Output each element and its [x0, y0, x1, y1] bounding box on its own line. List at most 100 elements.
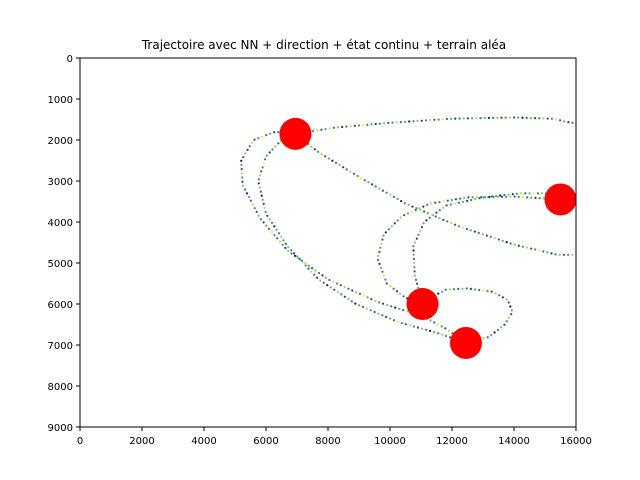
trajectory-point [507, 316, 511, 319]
trajectory-point [381, 238, 384, 241]
trajectory-point [244, 188, 247, 191]
trajectory-point [313, 273, 316, 276]
trajectory-point [422, 222, 425, 225]
trajectory-point [521, 116, 524, 119]
target-marker [544, 183, 577, 216]
trajectory-point [373, 310, 376, 314]
trajectory-point [386, 303, 389, 307]
trajectory-point [332, 280, 335, 283]
trajectory-point [384, 231, 387, 234]
trajectory-point [362, 294, 365, 297]
trajectory-point [376, 258, 380, 262]
trajectory-point [385, 282, 388, 285]
trajectory-point [484, 196, 487, 199]
trajectory-point [382, 234, 385, 237]
trajectory-point [525, 116, 528, 119]
trajectory-point [413, 266, 416, 269]
trajectory-point [282, 239, 285, 242]
trajectory-point [322, 281, 325, 284]
trajectory-point [324, 276, 327, 279]
trajectory-point [536, 192, 540, 195]
trajectory-point [433, 321, 436, 324]
trajectory-point [307, 267, 310, 270]
trajectory-point [453, 288, 456, 291]
trajectory-point [396, 197, 399, 201]
trajectory-point [331, 159, 334, 162]
trajectory-point [412, 249, 415, 252]
trajectory-point [257, 214, 260, 217]
trajectory-point [276, 237, 279, 240]
trajectory-point [489, 235, 492, 238]
trajectory-point [381, 189, 385, 192]
trajectory-point [550, 117, 554, 120]
trajectory-point [389, 285, 392, 288]
trajectory-point [417, 286, 420, 289]
trajectory-point [378, 187, 381, 190]
trajectory-point [366, 123, 369, 126]
trajectory-point [425, 328, 428, 331]
trajectory-point [317, 271, 321, 275]
trajectory-point [498, 294, 501, 297]
trajectory-point [459, 197, 462, 200]
trajectory-point [377, 254, 380, 257]
trajectory-point [429, 329, 432, 332]
target-layer [279, 117, 577, 359]
trajectory-point [374, 185, 377, 188]
trajectory-point [278, 240, 281, 243]
trajectory-point [293, 252, 296, 255]
plot-frame [79, 57, 577, 428]
x-tick-label: 10000 [374, 436, 406, 447]
trajectory-point [270, 221, 274, 224]
trajectory-point [380, 242, 383, 245]
trajectory-point [500, 195, 504, 198]
trajectory-point [567, 253, 570, 256]
trajectory-point [345, 168, 348, 171]
trajectory-point [266, 214, 269, 217]
trajectory-point [399, 121, 402, 124]
trajectory-point [413, 261, 416, 265]
trajectory-point [437, 292, 440, 295]
trajectory-point [501, 239, 504, 242]
trajectory-point [467, 196, 470, 199]
trajectory-point [273, 234, 276, 237]
trajectory-point [338, 163, 341, 167]
trajectory-point [554, 118, 558, 121]
trajectory-point [290, 249, 293, 252]
trajectory-point [258, 186, 261, 189]
trajectory-point [316, 276, 319, 279]
trajectory-point [473, 288, 477, 291]
trajectory-point [424, 119, 428, 122]
trajectory-point [481, 233, 484, 236]
trajectory-point [247, 195, 250, 199]
trajectory-point [440, 325, 443, 328]
trajectory-point [389, 193, 392, 196]
trajectory-point [562, 253, 566, 256]
trajectory-point [429, 319, 432, 322]
trajectory-point [393, 222, 396, 225]
y-tick-label: 2000 [48, 136, 73, 147]
trajectory-point [334, 161, 338, 164]
trajectory-point [363, 179, 366, 182]
trajectory-point [374, 299, 377, 302]
trajectory-point [341, 125, 344, 129]
trajectory-point [420, 327, 424, 330]
x-tick-label: 8000 [315, 436, 340, 447]
trajectory-point [360, 177, 363, 180]
trajectory-point [357, 124, 361, 127]
trajectory-point [337, 126, 340, 129]
target-marker [449, 326, 482, 359]
trajectory-point [271, 148, 274, 151]
trajectory-point [438, 217, 441, 220]
trajectory-point [320, 128, 323, 131]
trajectory-point [466, 117, 469, 120]
trajectory-point [442, 218, 445, 221]
trajectory-point [391, 121, 394, 124]
x-tick-label: 0 [77, 436, 83, 447]
trajectory-point [300, 259, 303, 262]
trajectory-point [390, 305, 393, 308]
trajectory-point [408, 324, 411, 327]
trajectory-point [417, 233, 420, 236]
trajectory-point [521, 245, 525, 248]
trajectory-point [453, 223, 457, 226]
trajectory-point [479, 117, 482, 120]
